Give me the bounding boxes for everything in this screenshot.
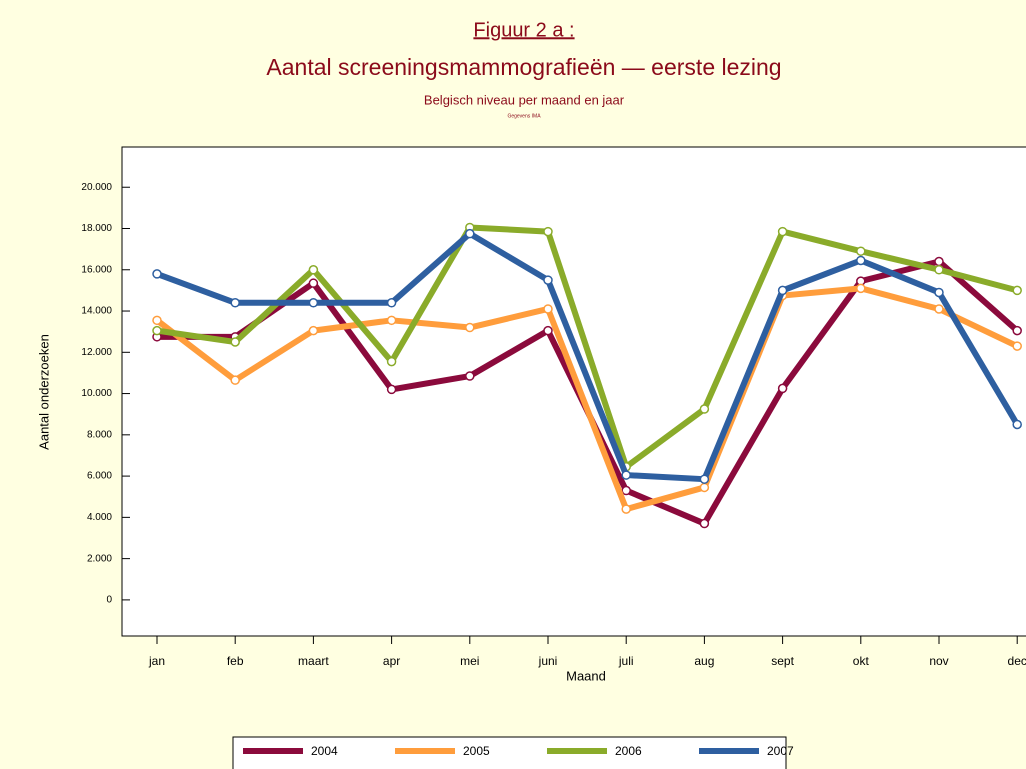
y-tick-label: 16.000 — [81, 264, 112, 275]
y-tick-label: 4.000 — [87, 512, 112, 523]
data-point — [1012, 341, 1022, 351]
y-tick-label: 8.000 — [87, 429, 112, 440]
x-tick-label: mei — [460, 654, 479, 668]
x-tick-label: jan — [148, 654, 165, 668]
x-tick-label: nov — [929, 654, 948, 668]
data-point — [934, 304, 944, 314]
y-tick-label: 14.000 — [81, 306, 112, 317]
chart-subtitle2: Belgisch niveau per maand en jaar — [424, 92, 625, 107]
x-tick-label: juli — [618, 654, 634, 668]
y-tick-label: 18.000 — [81, 223, 112, 234]
y-tick-label: 6.000 — [87, 471, 112, 482]
data-point — [308, 325, 319, 336]
chart-title: Figuur 2 a : — [473, 19, 574, 41]
legend-label: 2004 — [311, 744, 338, 758]
data-point — [699, 482, 710, 493]
data-point — [308, 298, 319, 308]
data-point — [386, 384, 397, 395]
data-point — [152, 325, 162, 336]
data-point — [1012, 419, 1022, 430]
series-line — [155, 230, 1020, 483]
legend-label: 2006 — [615, 744, 642, 758]
plot-area — [121, 146, 1026, 637]
data-point — [856, 283, 866, 294]
data-point — [934, 256, 944, 267]
data-point — [386, 315, 397, 326]
source-note: Gegevens IMA — [507, 113, 541, 119]
data-point — [230, 375, 240, 385]
data-point — [465, 322, 475, 333]
data-point — [543, 275, 553, 285]
y-tick-label: 20.000 — [81, 182, 112, 193]
data-point — [230, 298, 240, 308]
y-tick-label: 12.000 — [81, 347, 112, 358]
data-point — [934, 287, 944, 298]
data-point — [465, 228, 475, 239]
legend — [232, 736, 787, 769]
y-tick-label: 2.000 — [87, 553, 112, 564]
x-tick-label: dec — [1008, 654, 1026, 668]
data-point — [621, 470, 631, 480]
x-tick-label: maart — [298, 654, 329, 668]
data-point — [777, 226, 788, 237]
data-point — [856, 246, 866, 256]
data-point — [152, 269, 162, 279]
y-tick-label: 10.000 — [81, 388, 112, 399]
series-line — [155, 285, 1019, 513]
x-tick-label: okt — [853, 654, 870, 668]
x-axis-label: Maand — [566, 668, 606, 683]
series-line — [156, 224, 1018, 470]
y-tick-label: 0 — [106, 595, 112, 606]
data-point — [230, 337, 240, 347]
data-point — [386, 298, 397, 308]
data-point — [386, 356, 397, 367]
data-point — [465, 371, 475, 381]
data-point — [699, 404, 710, 414]
data-point — [621, 485, 631, 496]
x-tick-label: juni — [538, 654, 558, 668]
data-point — [777, 285, 788, 296]
data-point — [543, 226, 553, 237]
y-axis-label: Aantal onderzoeken — [36, 334, 51, 450]
x-tick-label: feb — [227, 654, 244, 668]
chart-subtitle: Aantal screeningsmammografieën — eerste … — [266, 54, 781, 80]
data-point — [152, 315, 162, 326]
data-point — [543, 304, 553, 314]
data-point — [308, 265, 319, 275]
data-point — [1012, 325, 1022, 336]
x-tick-label: aug — [694, 654, 714, 668]
data-point — [699, 518, 710, 529]
data-point — [934, 265, 944, 275]
legend-label: 2007 — [767, 744, 794, 758]
x-tick-label: apr — [383, 654, 400, 668]
data-point — [543, 325, 553, 336]
data-point — [621, 504, 631, 514]
data-point — [1012, 285, 1022, 296]
data-point — [308, 278, 319, 288]
data-point — [777, 383, 788, 394]
legend-label: 2005 — [463, 744, 490, 758]
data-point — [856, 255, 866, 266]
data-point — [699, 474, 710, 484]
x-tick-label: sept — [771, 654, 794, 668]
